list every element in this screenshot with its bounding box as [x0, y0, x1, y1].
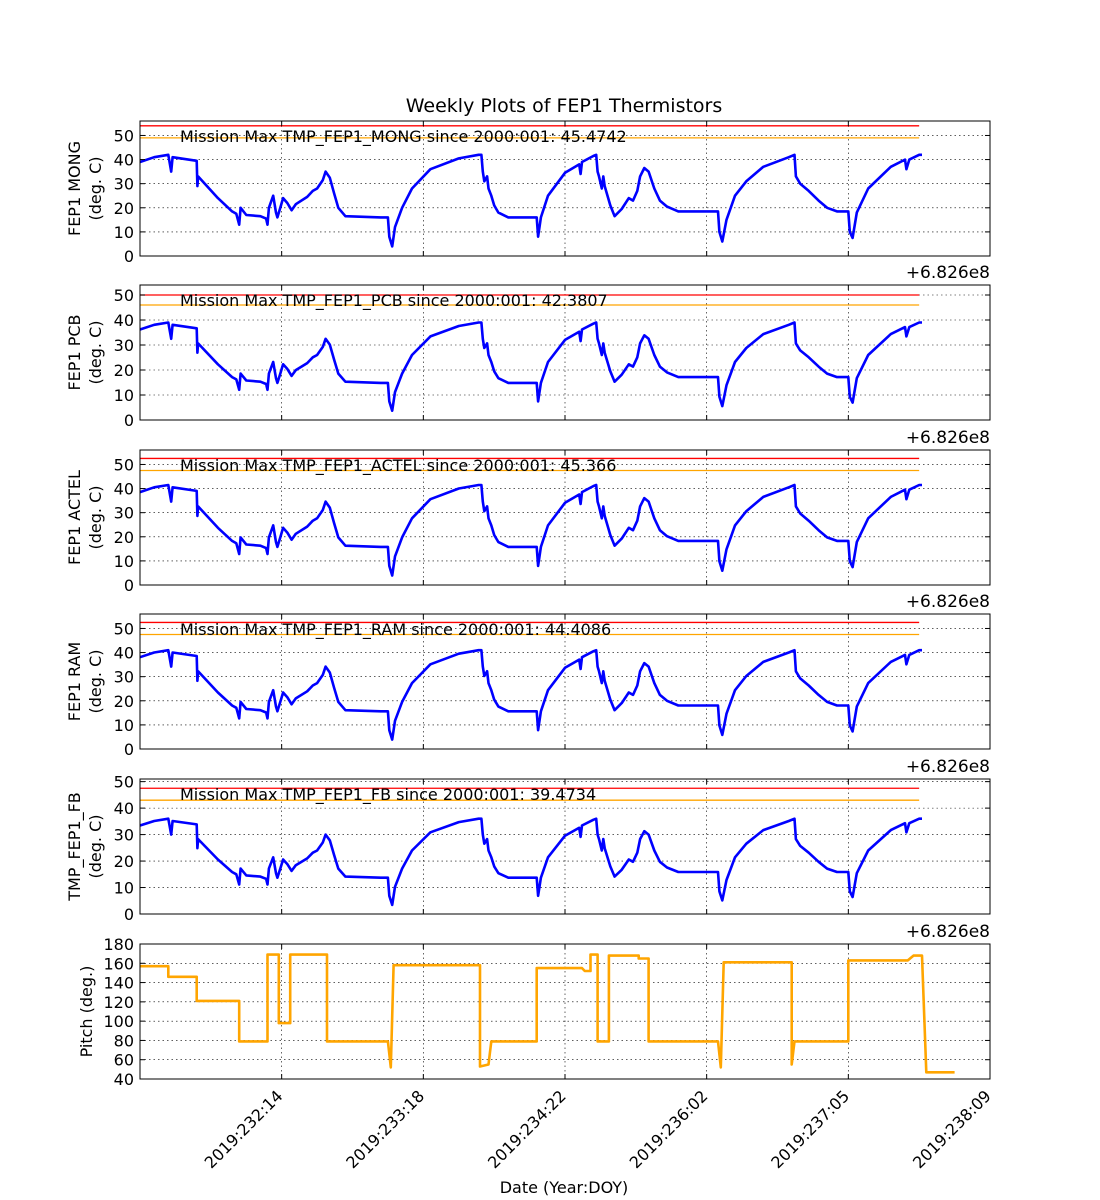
y-tick-label: 0	[124, 740, 134, 759]
x-offset-label: +6.826e8	[906, 757, 990, 777]
y-axis-title: (deg. C)	[86, 157, 105, 221]
panel-1: 0 10 20 30 40 50 FEP1 MONG (deg. C) Mission Max …	[65, 120, 991, 266]
y-tick-label: 50	[114, 773, 134, 792]
y-tick-label: 0	[124, 411, 134, 430]
y-axis-title: FEP1 ACTEL	[65, 470, 84, 565]
y-tick-label: 100	[103, 1012, 134, 1031]
temperature-series-line	[139, 153, 922, 248]
y-tick-label: 40	[114, 311, 134, 330]
y-tick-label: 30	[114, 336, 134, 355]
temperature-series-line	[139, 817, 922, 907]
x-offset-label: +6.826e8	[906, 263, 990, 283]
y-tick-label: 50	[114, 126, 134, 145]
temperature-series-line	[139, 648, 922, 741]
y-tick-label: 40	[114, 480, 134, 499]
mission-max-annotation: Mission Max TMP_FEP1_PCB since 2000:001:…	[180, 291, 608, 311]
x-offset-label: +6.826e8	[906, 922, 990, 942]
y-axis-title: (deg. C)	[86, 321, 105, 385]
panel-3: 0 10 20 30 40 50 FEP1 ACTEL (deg. C) Mission Max…	[65, 428, 991, 595]
temperature-series-line	[139, 321, 922, 413]
y-tick-label: 80	[114, 1031, 134, 1050]
y-axis-title: FEP1 PCB	[65, 314, 84, 390]
y-tick-label: 30	[114, 826, 134, 845]
y-tick-label: 20	[114, 361, 134, 380]
y-tick-label: 10	[114, 223, 134, 242]
y-axis-title: Pitch (deg.)	[77, 966, 96, 1058]
y-tick-label: 10	[114, 879, 134, 898]
y-tick-label: 20	[114, 528, 134, 547]
y-tick-label: 160	[103, 954, 134, 973]
y-tick-label: 30	[114, 175, 134, 194]
y-tick-label: 20	[114, 199, 134, 218]
y-tick-label: 60	[114, 1051, 134, 1070]
x-offset-label: +6.826e8	[906, 592, 990, 612]
y-tick-label: 40	[114, 151, 134, 170]
y-tick-label: 50	[114, 455, 134, 474]
y-tick-label: 10	[114, 552, 134, 571]
y-axis-title: TMP_FEP1_FB	[65, 792, 85, 902]
y-axis-title: (deg. C)	[86, 650, 105, 714]
y-tick-label: 0	[124, 905, 134, 924]
temperature-series-line	[139, 483, 922, 577]
y-axis-title: FEP1 MONG	[65, 141, 84, 236]
y-tick-label: 50	[114, 619, 134, 638]
mission-max-annotation: Mission Max TMP_FEP1_MONG since 2000:001…	[180, 127, 627, 147]
y-tick-label: 30	[114, 504, 134, 523]
mission-max-annotation: Mission Max TMP_FEP1_RAM since 2000:001:…	[180, 620, 611, 640]
y-axis-title: FEP1 RAM	[65, 642, 84, 721]
y-tick-label: 0	[124, 576, 134, 595]
y-axis-title: (deg. C)	[86, 486, 105, 550]
y-tick-label: 20	[114, 852, 134, 871]
y-tick-label: 10	[114, 386, 134, 405]
mission-max-annotation: Mission Max TMP_FEP1_FB since 2000:001: …	[180, 785, 596, 805]
y-tick-label: 20	[114, 692, 134, 711]
panel-2: 0 10 20 30 40 50 FEP1 PCB (deg. C) Mission Max T…	[65, 263, 991, 430]
panel-5: 0 10 20 30 40 50 TMP_FEP1_FB (deg. C) Mission Ma…	[65, 757, 991, 924]
x-axis-title: Date (Year:DOY)	[500, 1178, 629, 1197]
pitch-series-line	[140, 953, 955, 1074]
chart-title: Weekly Plots of FEP1 Thermistors	[406, 95, 723, 117]
mission-max-annotation: Mission Max TMP_FEP1_ACTEL since 2000:00…	[180, 456, 616, 476]
y-tick-label: 0	[124, 247, 134, 266]
y-tick-label: 50	[114, 286, 134, 305]
y-tick-label: 40	[114, 1070, 134, 1089]
y-tick-label: 120	[103, 993, 134, 1012]
y-tick-label: 180	[103, 935, 134, 954]
x-offset-label: +6.826e8	[906, 428, 990, 448]
y-tick-label: 30	[114, 668, 134, 687]
y-tick-label: 40	[114, 799, 134, 818]
y-axis-title: (deg. C)	[86, 815, 105, 879]
y-tick-label: 40	[114, 644, 134, 663]
y-tick-label: 140	[103, 974, 134, 993]
panel-4: 0 10 20 30 40 50 FEP1 RAM (deg. C) Mission Max T…	[65, 592, 991, 759]
y-tick-label: 10	[114, 716, 134, 735]
